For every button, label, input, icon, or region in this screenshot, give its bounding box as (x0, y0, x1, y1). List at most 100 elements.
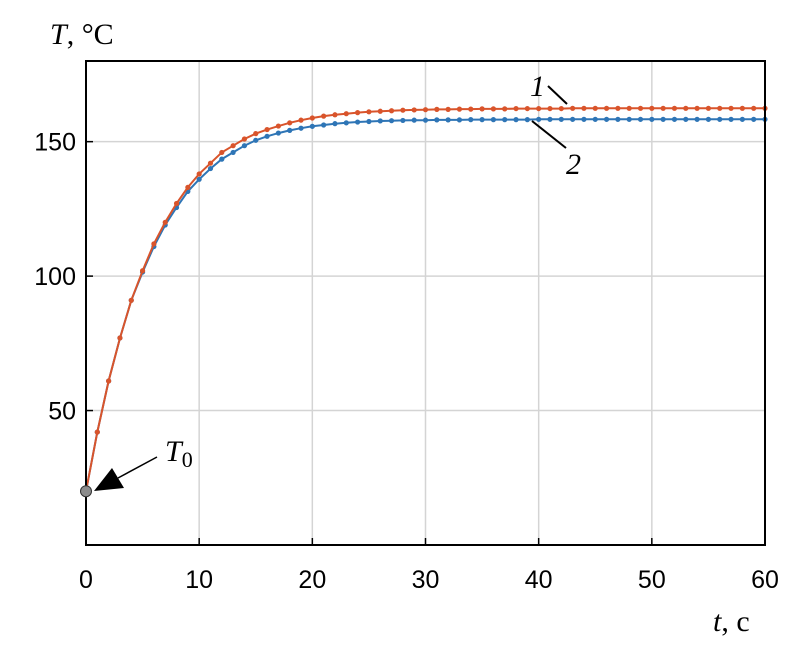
series-2-point (388, 118, 395, 124)
series-1-point (717, 105, 723, 111)
series-2-point (196, 176, 202, 182)
series-1-point (728, 105, 734, 111)
series-1-point (264, 126, 270, 133)
series-1-point (343, 111, 349, 117)
series-1-point (739, 105, 745, 111)
series-1-point (513, 105, 519, 112)
series-1-point (287, 120, 293, 126)
series-1-point (581, 105, 587, 111)
series-1-point (694, 105, 700, 111)
series-1-point (321, 113, 327, 119)
series-2-point (603, 116, 610, 122)
series-1-point (94, 429, 100, 435)
series-1-point (411, 107, 417, 113)
series-1-point (309, 115, 315, 121)
y-tick-label: 150 (34, 129, 76, 157)
series-1-point (570, 105, 576, 111)
series-1-point (558, 105, 564, 112)
x-tick-label: 20 (298, 566, 326, 594)
series-2-point (468, 117, 474, 123)
series-2-point (490, 117, 496, 123)
series-2-point (343, 120, 349, 126)
series-1-point (355, 110, 361, 116)
series-2-point (309, 123, 315, 129)
series-2-point (275, 130, 281, 136)
x-axis-unit: , с (721, 605, 749, 638)
series-1-point (637, 105, 644, 111)
initial-point-label-main: T (165, 435, 184, 468)
series-1-point (615, 105, 621, 111)
curve-2-label: 2 (566, 148, 581, 181)
series-1-point (196, 171, 202, 177)
series-2-point (524, 117, 530, 123)
series-2-point (615, 116, 621, 122)
series-1-point (253, 131, 259, 137)
series-1-point (626, 105, 632, 111)
series-1-point (660, 105, 666, 111)
arrow-head-icon (94, 468, 124, 491)
curve-1-leader-line (547, 85, 568, 105)
series-2-point (502, 117, 508, 123)
series-2-point (422, 117, 429, 123)
initial-point-marker (80, 485, 92, 498)
series-1-point (671, 105, 678, 111)
series-2-point (536, 116, 542, 122)
series-2-point (411, 117, 417, 123)
series-2-point (728, 116, 734, 122)
series-1-point (445, 106, 451, 112)
initial-point-label-sub: 0 (182, 447, 193, 472)
series-1-point (603, 105, 610, 111)
series-2-point (547, 116, 553, 122)
series-1-point (649, 105, 655, 111)
x-tick-label: 50 (638, 566, 666, 594)
x-axis-variable: t (713, 605, 722, 638)
series-2-point (456, 117, 463, 123)
series-1-point (547, 105, 553, 112)
y-axis-unit: , °C (67, 18, 114, 51)
curve-1-label: 1 (530, 70, 545, 103)
x-tick-label: 10 (185, 566, 213, 594)
series-1-point (592, 105, 598, 111)
series-1-point (422, 107, 429, 113)
series-1-point (683, 105, 689, 111)
series-2-point (253, 137, 259, 143)
series-1-point (173, 200, 180, 207)
series-1-point (536, 105, 542, 112)
series-1-point (151, 241, 157, 247)
series-2-point (581, 116, 587, 122)
series-1-point (275, 123, 281, 129)
series-2-point (298, 125, 304, 131)
series-1-point (366, 109, 372, 115)
curve-2-leader-line (531, 120, 567, 149)
series-1-point (162, 219, 168, 225)
series-1-point (751, 105, 757, 111)
series-1-point (490, 106, 496, 112)
x-axis-title: t, с (713, 605, 750, 638)
series-1-point (456, 106, 463, 112)
series-2-point (637, 116, 644, 122)
series-2-point (219, 156, 225, 162)
series-2-point (332, 121, 338, 127)
series-2-point (683, 116, 689, 122)
series-2-point (570, 116, 576, 122)
series-1-point (219, 149, 225, 156)
series-2-point (355, 119, 361, 125)
series-2-point (241, 143, 248, 149)
series-2-point (321, 122, 327, 128)
series-1-point (479, 106, 485, 112)
series-1-point (468, 106, 474, 112)
x-tick-label: 0 (79, 566, 93, 594)
series-1-point (117, 335, 123, 341)
series-2-point (705, 116, 712, 122)
series-1-point (139, 268, 146, 274)
series-1-point (332, 112, 338, 118)
series-2-point (264, 133, 270, 139)
series-2-point (558, 116, 564, 122)
initial-point-arrow-line (117, 456, 158, 479)
series-1-point (241, 136, 248, 142)
x-tick-label: 40 (525, 566, 553, 594)
series-2-point (207, 165, 214, 172)
series-1-point (298, 117, 304, 123)
